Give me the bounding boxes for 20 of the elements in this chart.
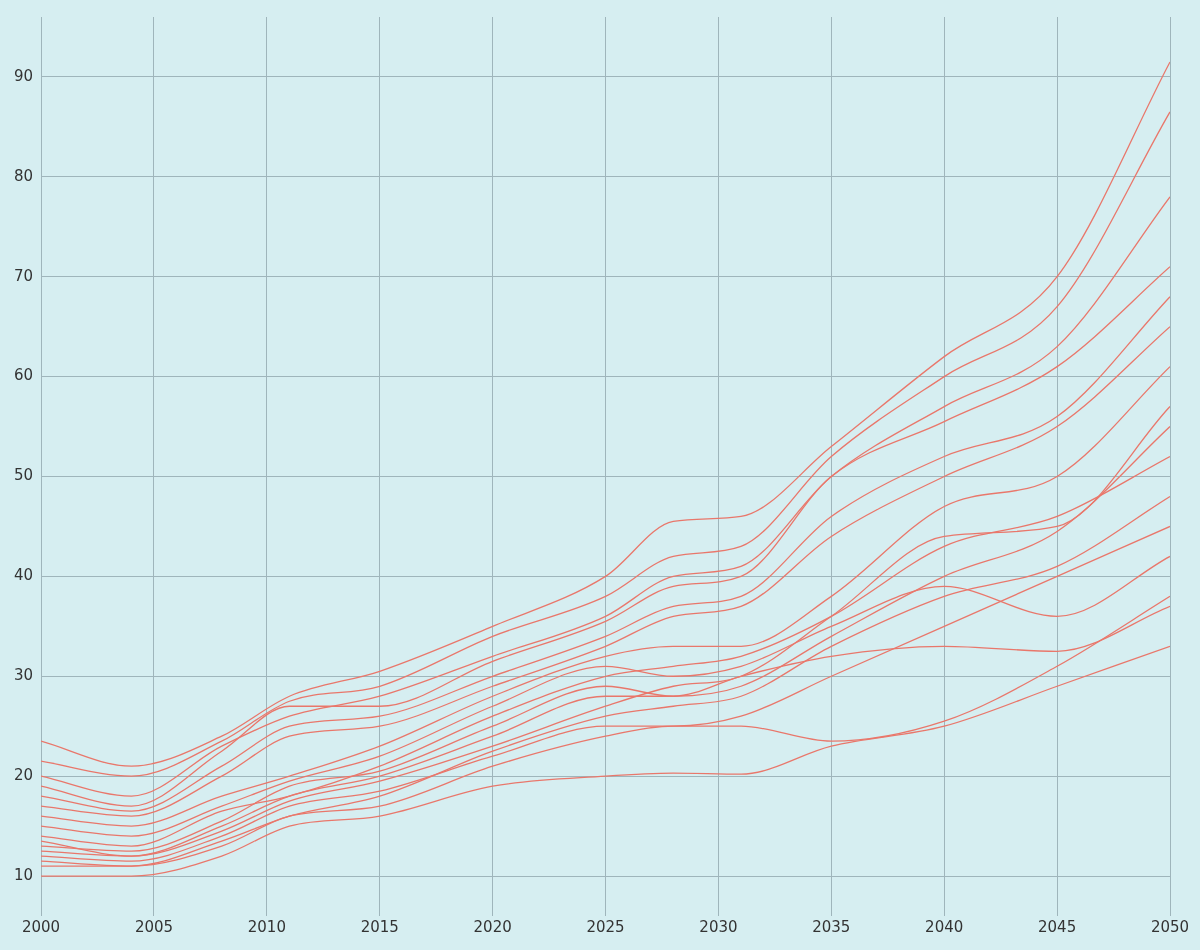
x-tick-label: 2035	[812, 917, 851, 936]
y-tick-label: 10	[13, 865, 34, 884]
x-tick-label: 2040	[925, 917, 964, 936]
y-tick-label: 20	[13, 766, 34, 785]
y-tick-label: 30	[13, 666, 34, 685]
x-tick-label: 2045	[1038, 917, 1077, 936]
y-tick-label: 80	[13, 166, 34, 185]
x-tick-label: 2000	[21, 917, 61, 936]
y-tick-label: 40	[13, 566, 34, 585]
x-tick-label: 2025	[586, 917, 625, 936]
x-tick-label: 2015	[360, 917, 399, 936]
x-tick-label: 2020	[473, 917, 512, 936]
y-tick-label: 50	[13, 466, 34, 485]
x-tick-label: 2005	[134, 917, 174, 936]
x-tick-label: 2050	[1150, 917, 1190, 936]
y-tick-label: 90	[13, 66, 34, 85]
y-tick-label: 70	[13, 266, 34, 285]
x-tick-label: 2010	[247, 917, 286, 936]
y-tick-label: 60	[13, 366, 34, 385]
x-tick-label: 2030	[699, 917, 738, 936]
